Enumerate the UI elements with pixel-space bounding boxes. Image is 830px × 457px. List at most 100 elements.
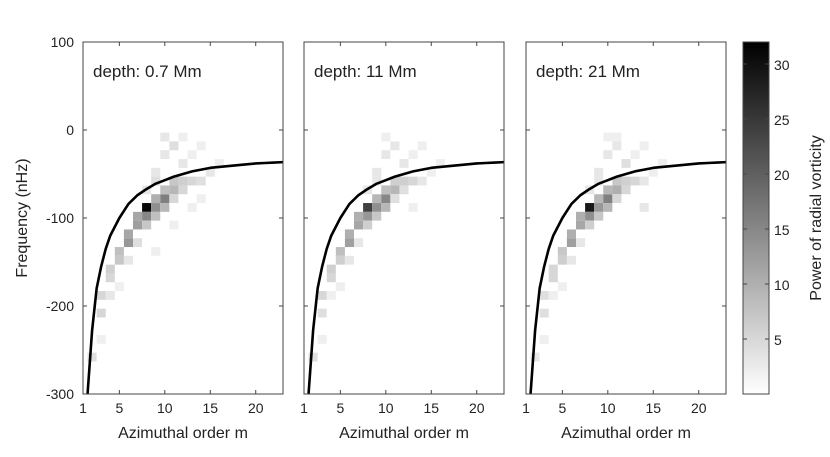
x-tick-label: 15 bbox=[645, 400, 661, 416]
heatmap-cell bbox=[133, 220, 143, 230]
heatmap-cell bbox=[326, 291, 336, 300]
heatmap-cell bbox=[142, 203, 152, 212]
heatmap-cell bbox=[151, 167, 161, 177]
heatmap-cell bbox=[594, 176, 604, 186]
heatmap-cell bbox=[381, 194, 391, 204]
heatmap-cell bbox=[196, 141, 206, 151]
heatmap-cell bbox=[408, 203, 418, 212]
heatmap-cell bbox=[417, 141, 427, 151]
heatmap-cell bbox=[603, 194, 613, 204]
heatmap-cell bbox=[539, 335, 549, 344]
heatmap-cell bbox=[585, 203, 595, 212]
heatmap-cell bbox=[594, 194, 604, 204]
heatmap-cell bbox=[372, 203, 382, 212]
heatmap-cell bbox=[621, 159, 631, 168]
model-curve bbox=[86, 160, 283, 394]
heatmap-cell bbox=[335, 282, 345, 292]
x-tick-label: 10 bbox=[378, 400, 394, 416]
heatmap-cell bbox=[557, 282, 567, 292]
heatmap-cell bbox=[390, 176, 400, 186]
heatmap-cell bbox=[160, 132, 170, 142]
heatmap-cell bbox=[317, 308, 327, 318]
heatmap-cell bbox=[169, 220, 179, 230]
heatmap-cell bbox=[630, 176, 640, 186]
x-tick-label: 20 bbox=[691, 400, 707, 416]
heatmap-cell bbox=[151, 194, 161, 204]
heatmap-cell bbox=[344, 238, 354, 248]
heatmap-cell bbox=[372, 167, 382, 177]
heatmap-cell bbox=[96, 291, 106, 300]
heatmap-cell bbox=[151, 203, 161, 212]
heatmap-cell bbox=[96, 308, 106, 318]
heatmap-cell bbox=[335, 255, 345, 265]
heatmap-cell bbox=[105, 264, 115, 274]
heatmap-cell bbox=[557, 247, 567, 256]
heatmap-cell bbox=[326, 264, 336, 274]
heatmap-cell bbox=[344, 229, 354, 239]
x-tick-label: 15 bbox=[202, 400, 218, 416]
heatmap-cell bbox=[594, 167, 604, 177]
heatmap-cell bbox=[363, 211, 373, 221]
heatmap-cell bbox=[585, 220, 595, 230]
colorbar-tick-label: 25 bbox=[774, 112, 790, 128]
x-tick-label: 1 bbox=[300, 400, 308, 416]
heatmap-cell bbox=[612, 194, 622, 204]
heatmap-cell bbox=[151, 176, 161, 186]
heatmap-cell bbox=[399, 185, 409, 195]
x-tick-label: 10 bbox=[157, 400, 173, 416]
heatmap-cell bbox=[390, 141, 400, 151]
heatmap-cell bbox=[354, 238, 364, 248]
heatmap-cell bbox=[639, 203, 649, 212]
heatmap-cell bbox=[151, 211, 161, 221]
colorbar-tick-label: 15 bbox=[774, 222, 790, 238]
x-axis-label: Azimuthal order m bbox=[561, 425, 691, 442]
heatmap-cell bbox=[594, 211, 604, 221]
heatmap-cell bbox=[435, 159, 445, 168]
heatmap-cell bbox=[390, 194, 400, 204]
heatmap-cell bbox=[539, 308, 549, 318]
heatmap-cell bbox=[381, 203, 391, 212]
heatmap-cell bbox=[169, 141, 179, 151]
heatmap-cell bbox=[612, 141, 622, 151]
heatmap-cell bbox=[187, 203, 197, 212]
heatmap-cell bbox=[142, 220, 152, 230]
heatmap-cell bbox=[372, 211, 382, 221]
heatmap-cell bbox=[566, 255, 576, 265]
heatmap-cell bbox=[612, 132, 622, 142]
heatmap-cell bbox=[151, 247, 161, 256]
heatmap-cell bbox=[160, 203, 170, 212]
y-tick-label: -100 bbox=[46, 210, 74, 226]
x-tick-label: 1 bbox=[79, 400, 87, 416]
heatmap-cell bbox=[621, 185, 631, 195]
heatmap-cell bbox=[363, 220, 373, 230]
heatmap-cell bbox=[114, 282, 124, 292]
heatmap-cell bbox=[133, 238, 143, 248]
heatmap-cell bbox=[187, 150, 197, 160]
heatmap-cell bbox=[169, 185, 179, 195]
heatmap-cell bbox=[381, 185, 391, 195]
heatmap-cells bbox=[530, 132, 667, 362]
heatmap-cell bbox=[160, 194, 170, 204]
heatmap-cell bbox=[133, 211, 143, 221]
heatmap-cell bbox=[603, 203, 613, 212]
heatmap-cell bbox=[335, 247, 345, 256]
heatmap-cell bbox=[566, 238, 576, 248]
heatmap-cell bbox=[169, 176, 179, 186]
colorbar-label: Power of radial vorticity bbox=[808, 135, 825, 300]
heatmap-cell bbox=[417, 176, 427, 186]
heatmap-cell bbox=[612, 176, 622, 186]
heatmap-cell bbox=[594, 203, 604, 212]
heatmap-cell bbox=[648, 167, 658, 177]
heatmap-cell bbox=[408, 150, 418, 160]
heatmap-cell bbox=[354, 211, 364, 221]
x-axis-label: Azimuthal order m bbox=[118, 425, 248, 442]
heatmap-cell bbox=[123, 238, 133, 248]
heatmap-cell bbox=[399, 159, 409, 168]
heatmap-cell bbox=[381, 150, 391, 160]
heatmap-cell bbox=[530, 352, 540, 362]
plot-frame bbox=[525, 41, 727, 395]
